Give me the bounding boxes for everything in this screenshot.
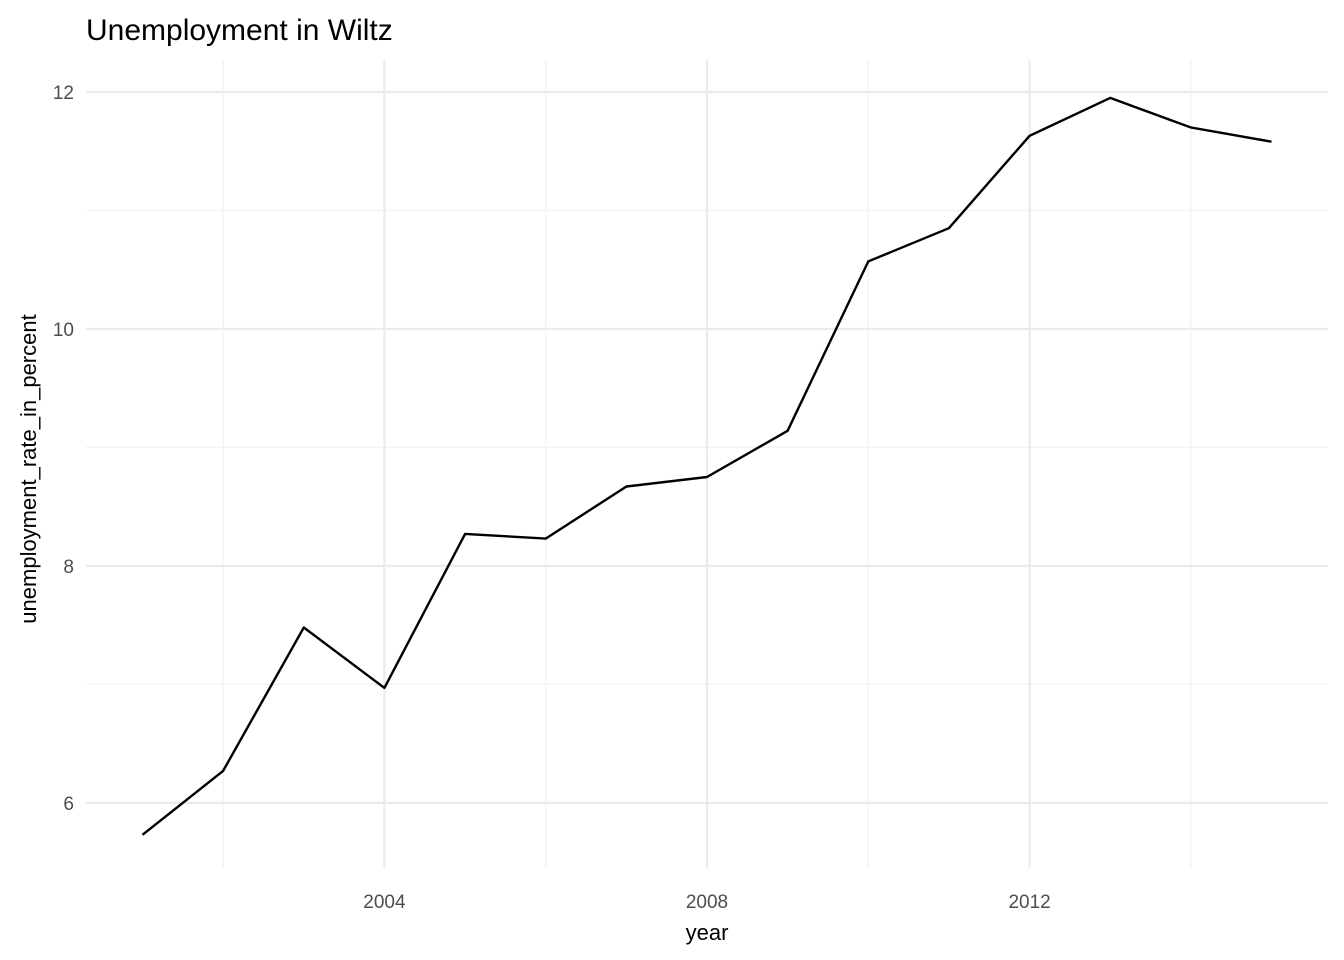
y-axis-ticks: 6 8 10 12 xyxy=(53,83,74,815)
y-tick-label: 8 xyxy=(63,557,74,578)
series-layer xyxy=(141,96,1272,836)
x-axis-ticks: 2004 2008 2012 xyxy=(363,892,1050,913)
x-tick-label: 2008 xyxy=(686,892,728,913)
y-axis-label: unemployment_rate_in_percent xyxy=(16,314,41,623)
x-tick-label: 2012 xyxy=(1008,892,1050,913)
series-line xyxy=(141,96,1272,836)
x-tick-label: 2004 xyxy=(363,892,406,913)
chart-title: Unemployment in Wiltz xyxy=(86,14,393,47)
y-tick-label: 12 xyxy=(53,83,74,104)
grid-lines xyxy=(86,60,1328,868)
y-tick-label: 10 xyxy=(53,320,74,341)
x-axis-label: year xyxy=(686,920,729,945)
y-tick-label: 6 xyxy=(63,794,74,815)
